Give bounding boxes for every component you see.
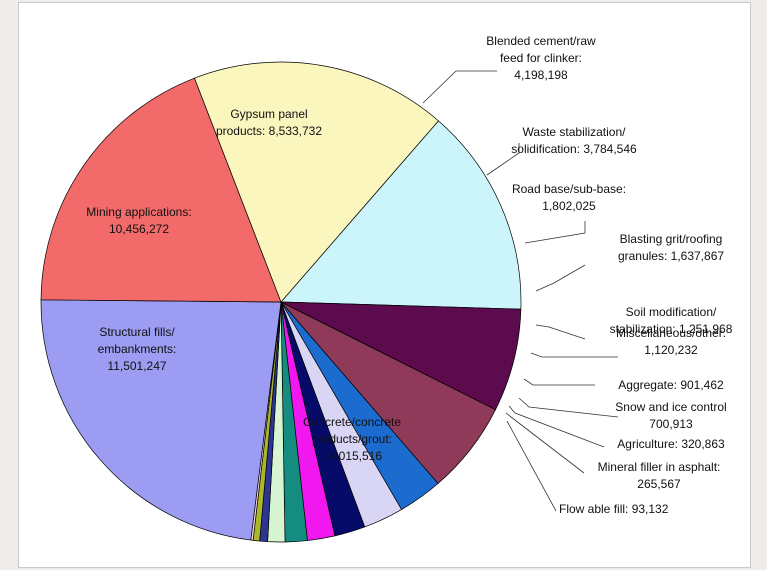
slice-label: Miscellaneous/other: 1,120,232 bbox=[616, 326, 726, 357]
slice-label: Road base/sub-base: 1,802,025 bbox=[512, 182, 626, 213]
slice-label: Waste stabilization/solidification: 3,78… bbox=[511, 125, 637, 156]
label-leader-line bbox=[506, 413, 584, 473]
slice-label: Structural fills/embankments: 11,501,247 bbox=[98, 325, 177, 373]
chart-frame: Gypsum panel products: 8,533,732 Blended c… bbox=[18, 2, 751, 568]
slice-label: Agriculture: 320,863 bbox=[617, 437, 725, 451]
slice-label: Aggregate: 901,462 bbox=[618, 378, 724, 392]
label-leader-line bbox=[531, 353, 618, 357]
label-leader-line bbox=[524, 379, 595, 385]
slice-label: Flow able fill: 93,132 bbox=[559, 502, 669, 516]
slice-label: Mineral filler in asphalt: 265,567 bbox=[598, 460, 721, 491]
label-leader-line bbox=[536, 265, 585, 291]
label-leader-line bbox=[519, 398, 618, 417]
slice-label: Blended cement/raw feed for clinker: 4,198… bbox=[486, 34, 596, 82]
label-leader-line bbox=[536, 325, 585, 339]
slice-label: Snow and ice control 700,913 bbox=[615, 400, 726, 431]
slice-label: Blasting grit/roofing granules: 1,637,867 bbox=[618, 232, 724, 263]
label-leader-line bbox=[507, 421, 556, 511]
label-leader-line bbox=[525, 221, 585, 243]
label-leader-line bbox=[423, 71, 497, 103]
